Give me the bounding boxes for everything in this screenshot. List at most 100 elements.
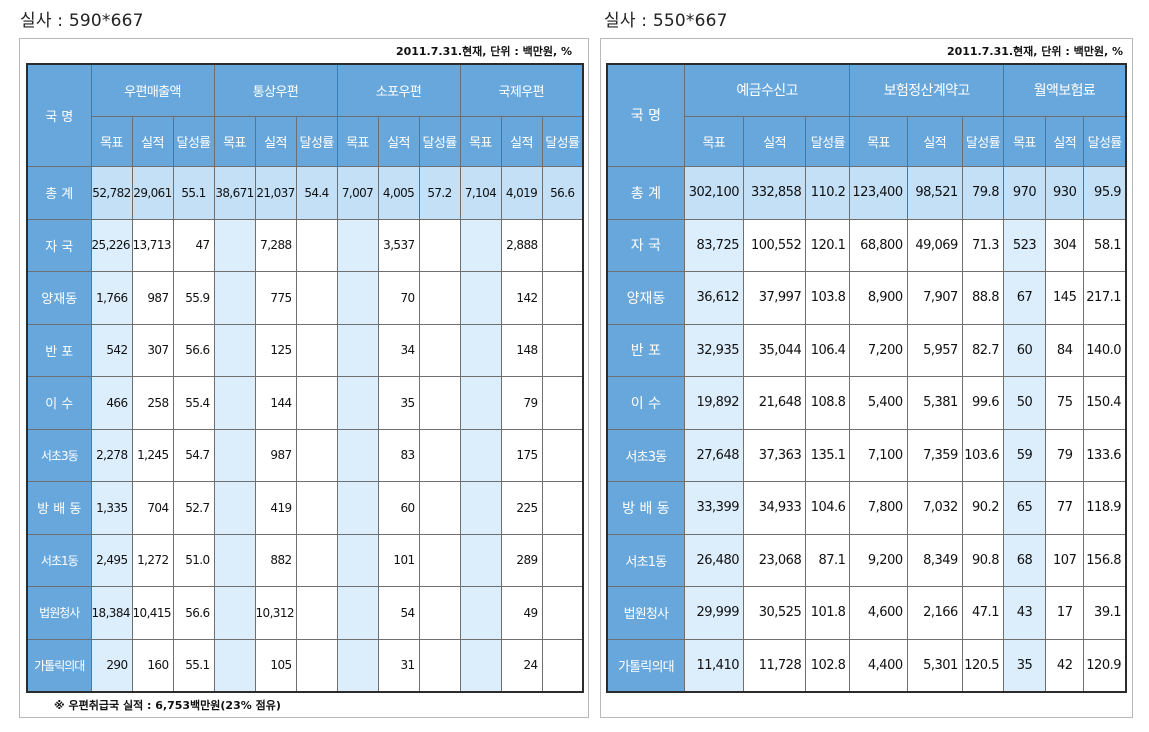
table-cell: 332,858 bbox=[742, 165, 807, 220]
table-cell: 49,069 bbox=[906, 218, 963, 272]
office-name: 총 계 bbox=[606, 165, 685, 220]
table-row: 반 포 32,935 35,044 106.4 7,200 5,957 82.7 60 84 14… bbox=[606, 323, 1127, 377]
table-cell: 52,782 bbox=[90, 165, 133, 220]
office-name: 서초1동 bbox=[26, 533, 92, 587]
table-cell: 56.6 bbox=[541, 165, 584, 220]
table-cell: 160 bbox=[131, 638, 174, 692]
table-cell bbox=[213, 533, 256, 587]
corner-label: 국 명 bbox=[606, 63, 685, 167]
table-cell: 57.2 bbox=[418, 165, 461, 220]
table-cell: 8,349 bbox=[906, 533, 963, 587]
table-cell bbox=[418, 376, 461, 430]
table-cell bbox=[541, 376, 584, 430]
table-row: 자 국 25,226 13,713 47 7,288 3,537 2,888 bbox=[26, 218, 584, 272]
table-cell bbox=[541, 271, 584, 325]
office-name: 법원청사 bbox=[26, 586, 92, 640]
table-cell: 4,400 bbox=[849, 638, 908, 692]
table-cell: 102.8 bbox=[805, 638, 851, 692]
table-cell bbox=[541, 481, 584, 535]
table-cell: 43 bbox=[1002, 586, 1047, 640]
table-row: 법원청사 18,384 10,415 56.6 10,312 54 49 bbox=[26, 586, 584, 640]
table-cell bbox=[295, 323, 338, 377]
table-cell bbox=[295, 638, 338, 692]
table-cell bbox=[459, 533, 502, 587]
table-cell bbox=[418, 323, 461, 377]
table-cell: 987 bbox=[254, 428, 297, 482]
sub-header: 목표 bbox=[683, 115, 745, 167]
table-cell: 65 bbox=[1002, 481, 1047, 535]
table-cell: 38,671 bbox=[213, 165, 256, 220]
table-cell bbox=[336, 428, 379, 482]
table-row: 이 수 466 258 55.4 144 35 79 bbox=[26, 376, 584, 430]
table-cell bbox=[336, 638, 379, 692]
table-cell: 99.6 bbox=[961, 376, 1004, 430]
table-cell: 466 bbox=[90, 376, 133, 430]
table-cell: 135.1 bbox=[805, 428, 851, 482]
table-cell: 775 bbox=[254, 271, 297, 325]
table-cell: 68,800 bbox=[849, 218, 908, 272]
table-row: 양재동 36,612 37,997 103.8 8,900 7,907 88.8 67 145 2… bbox=[606, 271, 1127, 325]
table-cell: 50 bbox=[1002, 376, 1047, 430]
table-cell bbox=[459, 428, 502, 482]
sub-header: 실적 bbox=[377, 115, 420, 167]
table-cell: 68 bbox=[1002, 533, 1047, 587]
table-cell bbox=[336, 218, 379, 272]
table-cell: 107 bbox=[1045, 533, 1085, 587]
table-cell: 79.8 bbox=[961, 165, 1004, 220]
group-header-row: 국 명 예금수신고 보험정산계약고 월액보험료 bbox=[606, 63, 1127, 167]
office-name: 반 포 bbox=[606, 323, 685, 377]
table-cell bbox=[336, 271, 379, 325]
table-row: 서초3동 27,648 37,363 135.1 7,100 7,359 103.6 59 79… bbox=[606, 428, 1127, 482]
table-cell: 4,600 bbox=[849, 586, 908, 640]
table-cell bbox=[541, 638, 584, 692]
table-cell: 55.4 bbox=[172, 376, 215, 430]
table-row: 양재동 1,766 987 55.9 775 70 142 bbox=[26, 271, 584, 325]
sub-header: 실적 bbox=[1045, 115, 1085, 167]
table-cell: 1,245 bbox=[131, 428, 174, 482]
table-row: 서초3동 2,278 1,245 54.7 987 83 175 bbox=[26, 428, 584, 482]
office-name: 서초3동 bbox=[26, 428, 92, 482]
table-cell: 302,100 bbox=[683, 165, 745, 220]
table-cell: 2,495 bbox=[90, 533, 133, 587]
table-cell: 542 bbox=[90, 323, 133, 377]
postal-sales-body: 총 계 52,782 29,061 55.1 38,671 21,037 54.4 7,007… bbox=[26, 165, 584, 692]
office-name: 자 국 bbox=[606, 218, 685, 272]
table-cell: 58.1 bbox=[1083, 218, 1127, 272]
table-cell bbox=[295, 271, 338, 325]
table-cell: 145 bbox=[1045, 271, 1085, 325]
table-cell bbox=[336, 323, 379, 377]
table-cell: 95.9 bbox=[1083, 165, 1127, 220]
table-cell bbox=[213, 271, 256, 325]
table-cell: 419 bbox=[254, 481, 297, 535]
table-cell: 19,892 bbox=[683, 376, 745, 430]
table-cell: 39.1 bbox=[1083, 586, 1127, 640]
table-cell bbox=[459, 218, 502, 272]
table-cell: 217.1 bbox=[1083, 271, 1127, 325]
table-row: 가톨릭의대 290 160 55.1 105 31 24 bbox=[26, 638, 584, 692]
corner-label: 국 명 bbox=[26, 63, 92, 167]
table-cell: 8,900 bbox=[849, 271, 908, 325]
table-cell: 77 bbox=[1045, 481, 1085, 535]
table-cell: 98,521 bbox=[906, 165, 963, 220]
table-cell: 47 bbox=[172, 218, 215, 272]
table-cell: 29,061 bbox=[131, 165, 174, 220]
table-cell: 55.1 bbox=[172, 638, 215, 692]
table-cell: 987 bbox=[131, 271, 174, 325]
table-cell: 71.3 bbox=[961, 218, 1004, 272]
table-cell: 225 bbox=[500, 481, 543, 535]
table-cell: 1,272 bbox=[131, 533, 174, 587]
table-cell: 1,335 bbox=[90, 481, 133, 535]
table-cell: 108.8 bbox=[805, 376, 851, 430]
table-row: 가톨릭의대 11,410 11,728 102.8 4,400 5,301 120.5 35 4… bbox=[606, 638, 1127, 692]
office-name: 자 국 bbox=[26, 218, 92, 272]
table-cell: 87.1 bbox=[805, 533, 851, 587]
total-row: 총 계 302,100 332,858 110.2 123,400 98,521 79.8 9… bbox=[606, 165, 1127, 220]
table-cell: 103.6 bbox=[961, 428, 1004, 482]
table-cell: 7,200 bbox=[849, 323, 908, 377]
table-cell: 9,200 bbox=[849, 533, 908, 587]
table-cell: 21,648 bbox=[742, 376, 807, 430]
finance-body: 총 계 302,100 332,858 110.2 123,400 98,521 79.8 9… bbox=[606, 165, 1127, 692]
sub-header: 실적 bbox=[131, 115, 174, 167]
table-cell: 7,800 bbox=[849, 481, 908, 535]
office-name: 양재동 bbox=[26, 271, 92, 325]
